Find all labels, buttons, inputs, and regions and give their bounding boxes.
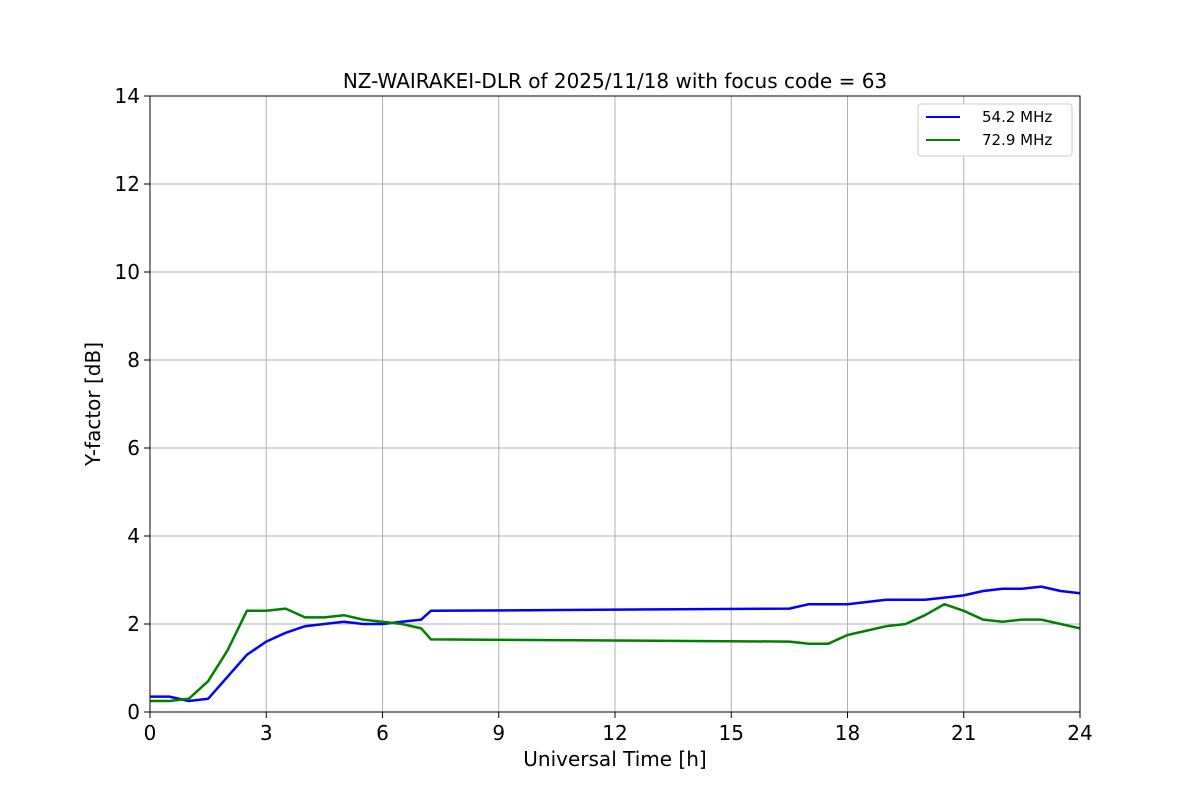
series-line-54-2-mhz bbox=[150, 585, 1081, 703]
chart-title: NZ-WAIRAKEI-DLR of 2025/11/18 with focus… bbox=[343, 69, 887, 93]
x-tick-label: 15 bbox=[719, 721, 744, 745]
legend: 54.2 MHz 72.9 MHz bbox=[917, 103, 1073, 157]
x-tick-label: 18 bbox=[835, 721, 860, 745]
x-tick-label: 9 bbox=[492, 721, 505, 745]
x-tick-label: 12 bbox=[602, 721, 627, 745]
x-axis-label: Universal Time [h] bbox=[523, 747, 706, 771]
y-tick-label: 2 bbox=[127, 612, 140, 636]
x-tick-label: 3 bbox=[260, 721, 273, 745]
y-tick-label: 14 bbox=[115, 84, 140, 108]
y-tick-label: 8 bbox=[127, 348, 140, 372]
y-tick-label: 12 bbox=[115, 172, 140, 196]
x-tick-label: 6 bbox=[376, 721, 389, 745]
x-tick-label: 0 bbox=[144, 721, 157, 745]
legend-label-72-9-mhz: 72.9 MHz bbox=[982, 131, 1052, 149]
y-tick-label: 10 bbox=[115, 260, 140, 284]
y-axis-label: Y-factor [dB] bbox=[81, 342, 105, 467]
x-tick-label: 21 bbox=[951, 721, 976, 745]
y-tick-label: 4 bbox=[127, 524, 140, 548]
series-layer bbox=[150, 585, 1081, 703]
series-line-72-9-mhz bbox=[150, 602, 1081, 703]
legend-label-54-2-mhz: 54.2 MHz bbox=[982, 108, 1052, 126]
y-tick-label: 0 bbox=[127, 700, 140, 724]
y-tick-label: 6 bbox=[127, 436, 140, 460]
x-tick-label: 24 bbox=[1067, 721, 1092, 745]
